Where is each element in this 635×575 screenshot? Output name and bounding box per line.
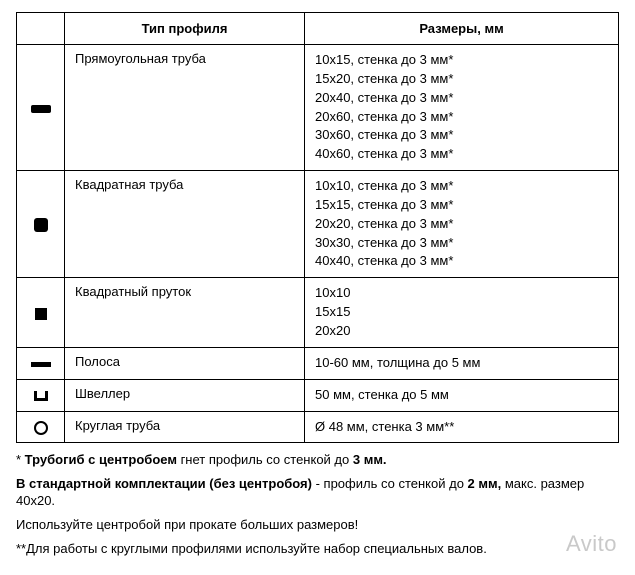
profile-table: Тип профиля Размеры, мм Прямоугольная тр… — [16, 12, 619, 443]
note-4: **Для работы с круглыми профилями исполь… — [16, 540, 619, 558]
rect-tube-icon — [17, 45, 65, 171]
size-line: 10х10, стенка до 3 мм* — [315, 177, 608, 196]
size-line: 30х30, стенка до 3 мм* — [315, 234, 608, 253]
size-line: 10х10 — [315, 284, 608, 303]
profile-type: Прямоугольная труба — [65, 45, 305, 171]
size-line: 10-60 мм, толщина до 5 мм — [315, 354, 608, 373]
profile-type: Квадратная труба — [65, 171, 305, 278]
size-line: 30х60, стенка до 3 мм* — [315, 126, 608, 145]
size-line: 20х20, стенка до 3 мм* — [315, 215, 608, 234]
table-row: Прямоугольная труба10х15, стенка до 3 мм… — [17, 45, 619, 171]
profile-sizes: Ø 48 мм, стенка 3 мм** — [305, 411, 619, 443]
note-1: * Трубогиб с центробоем гнет профиль со … — [16, 451, 619, 469]
table-row: Круглая труба Ø 48 мм, стенка 3 мм** — [17, 411, 619, 443]
header-size: Размеры, мм — [305, 13, 619, 45]
profile-sizes: 50 мм, стенка до 5 мм — [305, 379, 619, 411]
table-row: Квадратная труба10х10, стенка до 3 мм*15… — [17, 171, 619, 278]
size-line: 40х60, стенка до 3 мм* — [315, 145, 608, 164]
size-line: 50 мм, стенка до 5 мм — [315, 386, 608, 405]
profile-sizes: 10-60 мм, толщина до 5 мм — [305, 347, 619, 379]
notes-block: * Трубогиб с центробоем гнет профиль со … — [16, 451, 619, 557]
header-type: Тип профиля — [65, 13, 305, 45]
channel-icon — [17, 379, 65, 411]
table-row: Полоса 10-60 мм, толщина до 5 мм — [17, 347, 619, 379]
table-row: Швеллер 50 мм, стенка до 5 мм — [17, 379, 619, 411]
table-row: Квадратный пруток10х1015х1520х20 — [17, 278, 619, 348]
size-line: 40х40, стенка до 3 мм* — [315, 252, 608, 271]
size-line: 15х15 — [315, 303, 608, 322]
size-line: 15х20, стенка до 3 мм* — [315, 70, 608, 89]
size-line: 20х40, стенка до 3 мм* — [315, 89, 608, 108]
size-line: 10х15, стенка до 3 мм* — [315, 51, 608, 70]
profile-type: Полоса — [65, 347, 305, 379]
profile-type: Квадратный пруток — [65, 278, 305, 348]
strip-icon — [17, 347, 65, 379]
table-header-row: Тип профиля Размеры, мм — [17, 13, 619, 45]
round-tube-icon — [17, 411, 65, 443]
size-line: Ø 48 мм, стенка 3 мм** — [315, 418, 608, 437]
size-line: 15х15, стенка до 3 мм* — [315, 196, 608, 215]
note-2: В стандартной комплектации (без центробо… — [16, 475, 619, 510]
sq-bar-icon — [17, 278, 65, 348]
profile-type: Швеллер — [65, 379, 305, 411]
profile-sizes: 10х1015х1520х20 — [305, 278, 619, 348]
profile-sizes: 10х10, стенка до 3 мм*15х15, стенка до 3… — [305, 171, 619, 278]
size-line: 20х60, стенка до 3 мм* — [315, 108, 608, 127]
note-3: Используйте центробой при прокате больши… — [16, 516, 619, 534]
sq-tube-icon — [17, 171, 65, 278]
size-line: 20х20 — [315, 322, 608, 341]
header-icon — [17, 13, 65, 45]
profile-type: Круглая труба — [65, 411, 305, 443]
profile-sizes: 10х15, стенка до 3 мм*15х20, стенка до 3… — [305, 45, 619, 171]
